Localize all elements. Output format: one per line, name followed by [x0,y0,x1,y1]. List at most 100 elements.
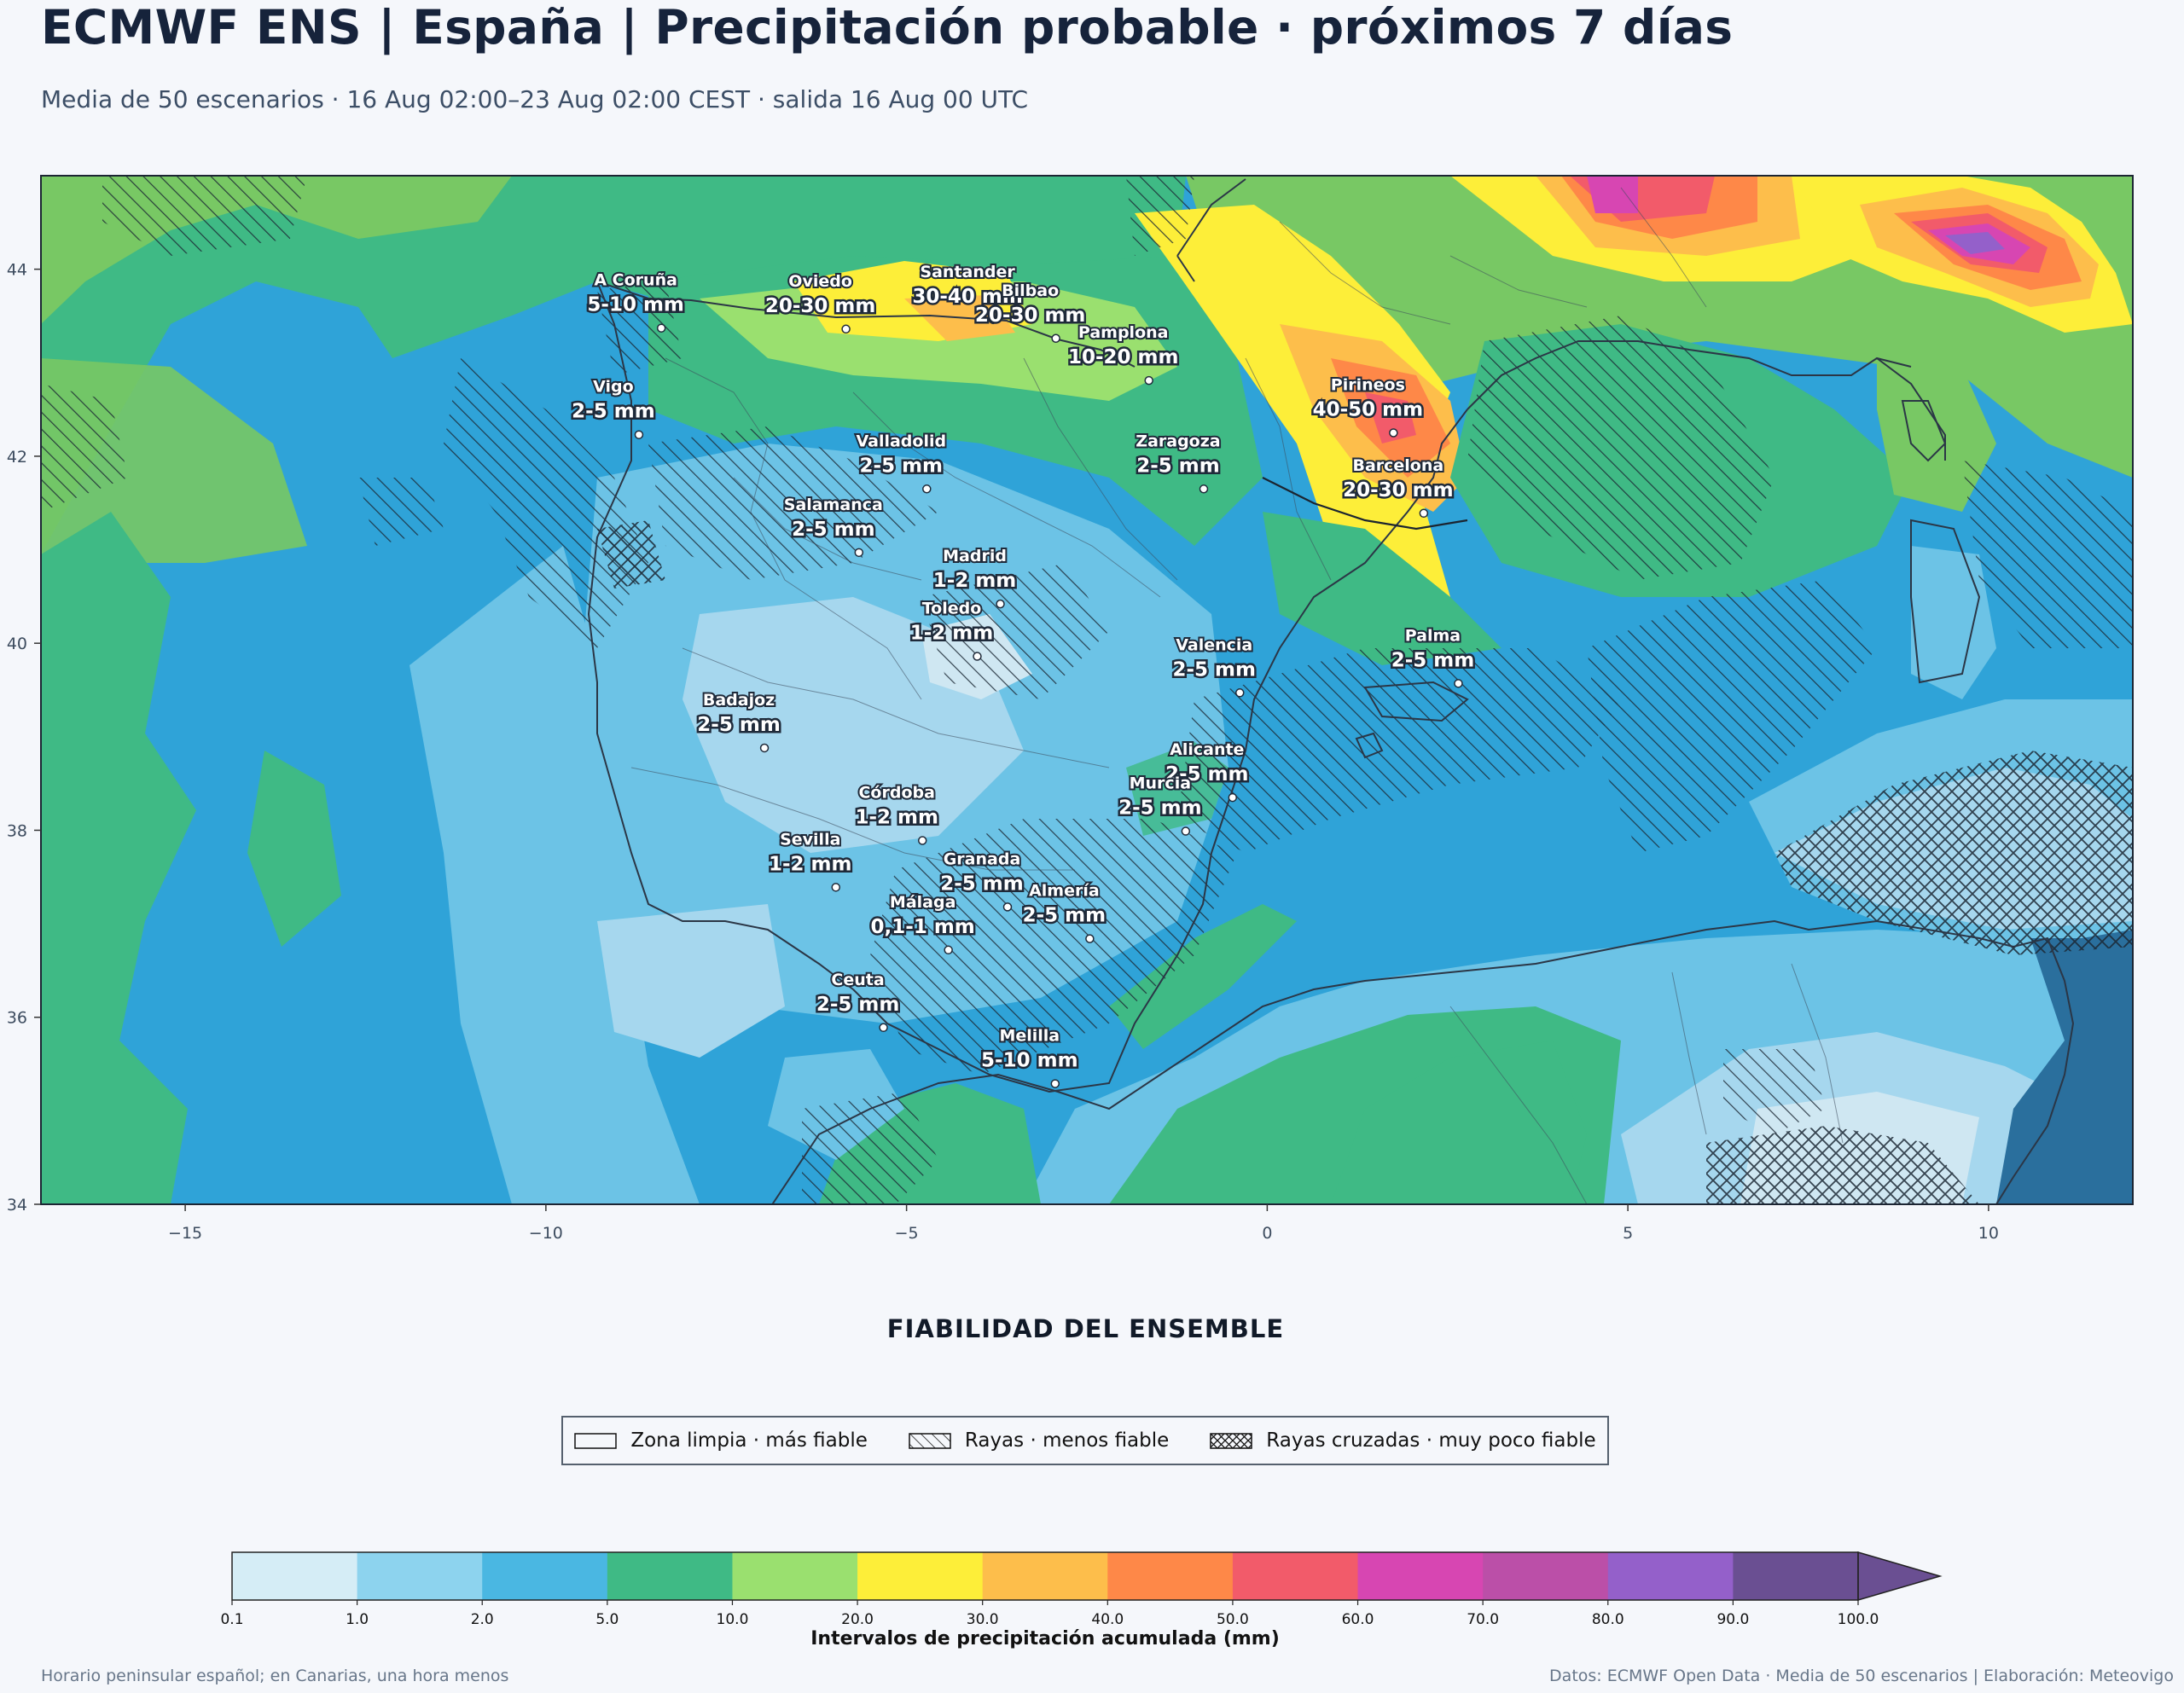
city-name: Sevilla [780,830,840,849]
map-axes: −15 −10 −5 0 5 10 34 36 38 40 42 44 [7,261,1999,1243]
city-dot-icon [1454,679,1463,688]
crosshatch-swatch-icon [1210,1432,1253,1449]
city-value: 5-10 mm [587,294,684,316]
city-value: 1-2 mm [910,623,994,645]
city-marker: Melilla 5-10 mm [979,1025,1080,1088]
page-subtitle: Media de 50 escenarios · 16 Aug 02:00–23… [41,85,1029,113]
city-name: Vigo [593,378,634,397]
city-dot-icon [634,430,644,439]
city-value: 2-5 mm [697,714,781,736]
y-tick-label: 44 [7,261,27,280]
reliability-legend: Zona limpia · más fiable Rayas · menos f… [561,1416,1609,1465]
city-marker: Toledo 1-2 mm [908,598,996,661]
city-marker: Salamanca 2-5 mm [782,494,885,558]
city-value: 2-5 mm [940,873,1024,895]
city-dot-icon [841,324,851,334]
city-dot-icon [1002,902,1013,912]
city-dot-icon [996,599,1005,609]
city-dot-icon [1144,375,1153,386]
city-value: 2-5 mm [860,455,944,477]
city-dot-icon [1389,428,1398,438]
city-name: Ceuta [831,971,884,989]
city-marker: Valencia 2-5 mm [1170,634,1258,698]
city-marker: Madrid 1-2 mm [931,545,1019,609]
city-marker: Vigo 2-5 mm [570,376,657,439]
city-marker: A Coruña 5-10 mm [585,270,686,333]
city-marker: Oviedo 20-30 mm [763,270,878,334]
city-marker: Santander 30-40 mm [910,261,1025,325]
legend-label-clear: Zona limpia · más fiable [630,1429,868,1452]
city-marker: Pirineos 40-50 mm [1310,374,1426,438]
city-name: Granada [944,849,1021,868]
legend-item-crosshatch: Rayas cruzadas · muy poco fiable [1210,1429,1596,1452]
city-name: Almería [1029,882,1100,901]
city-name: Alicante [1170,740,1244,759]
city-marker: Badajoz 2-5 mm [695,689,782,753]
city-marker: Zaragoza 2-5 mm [1134,430,1223,494]
city-name: Valladolid [856,432,946,450]
legend-item-hatch: Rayas · menos fiable [909,1429,1169,1452]
city-dot-icon [759,743,770,753]
city-value: 1-2 mm [933,570,1017,592]
y-tick-label: 36 [7,1009,27,1028]
city-name: Murcia [1130,774,1191,793]
city-marker: Almería 2-5 mm [1020,880,1108,943]
city-dot-icon [1050,1079,1060,1088]
city-value: 2-5 mm [1136,455,1220,477]
city-value: 20-30 mm [975,304,1086,327]
city-value: 2-5 mm [1023,905,1107,927]
city-dot-icon [1228,792,1238,803]
city-value: 2-5 mm [792,519,875,541]
city-dot-icon [1051,333,1060,344]
city-dot-icon [1085,934,1095,943]
city-labels: A Coruña 5-10 mm Oviedo 20-30 mm Santander 30… [570,261,1477,1088]
city-value: 2-5 mm [1172,658,1256,681]
city-marker: Córdoba 1-2 mm [853,782,940,845]
footer-credits: Datos: ECMWF Open Data · Media de 50 esc… [1549,1667,2174,1685]
city-value: 1-2 mm [855,807,938,829]
city-name: Bilbao [1002,281,1059,300]
city-marker: Granada 2-5 mm [938,848,1025,912]
city-dot-icon [973,652,982,661]
city-dot-icon [879,1023,888,1033]
city-value: 2-5 mm [1391,649,1475,671]
city-dot-icon [1181,826,1191,836]
city-name: Pamplona [1078,323,1169,342]
city-name: Oviedo [788,272,852,291]
city-name: Córdoba [858,784,934,803]
city-value: 0,1-1 mm [871,916,975,938]
city-value: 2-5 mm [816,994,900,1016]
city-name: Valencia [1176,635,1252,654]
legend-label-hatch: Rayas · menos fiable [964,1429,1170,1452]
city-dot-icon [854,548,864,558]
city-name: Santander [920,263,1015,281]
city-marker: Barcelona 20-30 mm [1341,455,1455,519]
city-value: 2-5 mm [572,401,655,423]
city-value: 30-40 mm [912,286,1023,308]
city-name: Málaga [890,893,956,912]
city-value: 10-20 mm [1068,346,1179,368]
city-marker: Murcia 2-5 mm [1117,773,1204,836]
legend-item-clear: Zona limpia · más fiable [574,1429,868,1452]
x-tick-label: −15 [168,1224,202,1243]
city-dot-icon [944,945,953,955]
city-marker: Valladolid 2-5 mm [854,430,948,494]
city-name: Barcelona [1352,456,1443,475]
y-tick-label: 34 [7,1196,27,1215]
city-dot-icon [1234,688,1245,698]
x-tick-label: 0 [1262,1224,1272,1243]
city-dot-icon [656,323,666,333]
city-marker: Málaga 0,1-1 mm [868,891,977,955]
city-marker: Pamplona 10-20 mm [1066,322,1181,386]
city-dot-icon [922,484,932,494]
city-marker: Palma 2-5 mm [1389,624,1477,688]
city-name: Palma [1405,626,1461,645]
city-value: 20-30 mm [765,295,876,317]
city-value: 20-30 mm [1343,479,1454,502]
city-dot-icon [917,836,927,845]
page-title: ECMWF ENS | España | Precipitación proba… [41,0,1734,55]
hatch-swatch-icon [909,1432,951,1449]
city-value: 2-5 mm [1118,797,1202,820]
city-name: Zaragoza [1136,432,1220,450]
